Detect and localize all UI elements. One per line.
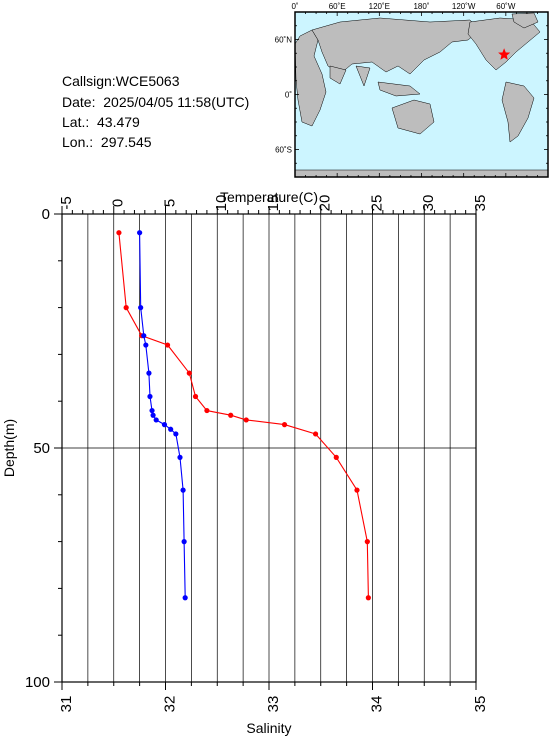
- series-layer: [116, 230, 371, 601]
- temperature-point: [204, 407, 210, 414]
- salinity-tick-label: 31: [58, 696, 75, 713]
- depth-tick-label: 50: [33, 440, 50, 457]
- temperature-axis-title: Temperature(C): [220, 189, 318, 205]
- latitude-text: Lat.: 43.479: [62, 114, 140, 130]
- salinity-tick-label: 33: [265, 696, 282, 713]
- temperature-point: [365, 595, 371, 601]
- temperature-point: [164, 342, 171, 348]
- world-map: 0˚ 60˚E 120˚E 180˚ 120˚W 60˚W 60˚N 0˚ 60˚S: [275, 2, 549, 178]
- temperature-tick-label: 25: [368, 195, 385, 212]
- salinity-point: [150, 412, 156, 418]
- salinity-point: [177, 454, 183, 460]
- salinity-tick-label: 34: [368, 696, 385, 713]
- salinity-point: [153, 417, 159, 423]
- temperature-tick-label: -5: [58, 196, 75, 209]
- station-marker-icon: [498, 48, 511, 60]
- salinity-point: [168, 426, 174, 432]
- map-longitude-label: 60˚W: [496, 2, 516, 11]
- map-ticks: [294, 11, 549, 178]
- map-latitude-label: 60˚N: [275, 36, 293, 45]
- temperature-point: [354, 487, 360, 493]
- salinity-point: [173, 431, 179, 437]
- temperature-tick-label: 10: [213, 195, 230, 212]
- station-star-icon: [498, 48, 511, 60]
- map-latitude-label: 60˚S: [275, 146, 292, 155]
- temperature-point: [333, 454, 339, 460]
- map-longitude-label: 60˚E: [329, 2, 346, 11]
- temperature-point: [312, 431, 319, 437]
- temperature-tick-label: 20: [317, 195, 334, 212]
- map-longitude-labels: 0˚ 60˚E 120˚E 180˚ 120˚W 60˚W: [291, 2, 515, 11]
- salinity-point: [138, 305, 144, 311]
- temperature-tick-label: 5: [161, 199, 178, 207]
- temperature-series-line: [118, 232, 369, 598]
- depth-tick-label: 100: [25, 674, 50, 691]
- depth-axis: 0 50 100: [25, 206, 62, 691]
- salinity-point: [181, 539, 187, 545]
- longitude-text: Lon.: 297.545: [62, 134, 152, 150]
- date-text: Date: 2025/04/05 11:58(UTC): [62, 94, 250, 110]
- temperature-point: [243, 417, 249, 423]
- salinity-axis: 31 32 33 34 35: [58, 682, 489, 712]
- map-longitude-label: 180˚: [413, 2, 429, 11]
- salinity-point: [137, 230, 143, 236]
- temperature-point: [281, 422, 288, 428]
- salinity-point: [180, 487, 186, 493]
- temperature-tick-label: 15: [265, 195, 282, 212]
- temperature-point: [123, 305, 129, 311]
- map-latitude-labels: 60˚N 0˚ 60˚S: [275, 36, 293, 155]
- profile-plot: -5 0 5 10 15 20 25 30 35 31 32 33 34 35 0 50 100 Tempe…: [1, 189, 489, 736]
- salinity-series-line: [139, 232, 186, 598]
- salinity-point: [161, 422, 168, 428]
- temperature-tick-label: 35: [472, 195, 489, 212]
- salinity-point: [141, 333, 147, 339]
- map-longitude-label: 120˚E: [369, 2, 390, 11]
- temperature-point: [192, 393, 199, 400]
- salinity-tick-label: 35: [472, 696, 489, 713]
- salinity-point: [149, 407, 155, 414]
- temperature-tick-label: 0: [110, 199, 127, 207]
- salinity-point: [182, 595, 188, 601]
- temperature-tick-label: 30: [420, 195, 437, 212]
- salinity-point: [143, 342, 149, 348]
- depth-axis-title: Depth(m): [1, 419, 17, 477]
- temperature-point: [364, 539, 370, 545]
- depth-tick-label: 0: [42, 206, 50, 223]
- map-latitude-label: 0˚: [285, 91, 292, 100]
- temperature-axis: -5 0 5 10 15 20 25 30 35: [58, 195, 489, 214]
- temperature-point: [116, 230, 122, 236]
- callsign-text: Callsign:WCE5063: [62, 73, 180, 89]
- salinity-point: [146, 370, 152, 376]
- map-longitude-label: 120˚W: [452, 2, 476, 11]
- temperature-point: [228, 412, 234, 418]
- salinity-point: [147, 393, 153, 400]
- salinity-tick-label: 32: [161, 696, 178, 713]
- map-longitude-label: 0˚: [291, 2, 298, 11]
- salinity-axis-title: Salinity: [246, 720, 291, 736]
- temperature-point: [186, 370, 192, 376]
